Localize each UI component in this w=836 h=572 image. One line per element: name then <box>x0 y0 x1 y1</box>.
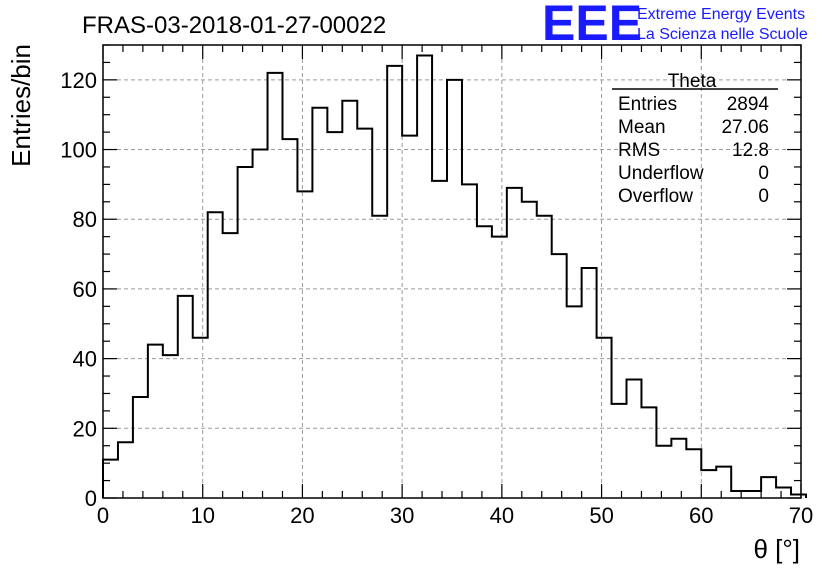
stats-title: Theta <box>668 71 717 92</box>
stats-value-rms: 12.8 <box>732 140 769 161</box>
chart-title: FRAS-03-2018-01-27-00022 <box>82 12 386 39</box>
stats-value-mean: 27.06 <box>721 117 769 138</box>
x-tick-label: 30 <box>390 503 414 528</box>
x-tick-label: 70 <box>789 503 813 528</box>
x-tick-label: 20 <box>290 503 314 528</box>
grid <box>103 45 801 498</box>
tick-labels: 0 10 20 30 40 50 60 70 0 20 40 60 80 100 120 <box>60 68 813 528</box>
eee-logo: EEE Extreme Energy Events La Scienza nel… <box>542 0 808 51</box>
x-tick-label: 50 <box>589 503 613 528</box>
y-axis-title: Entries/bin <box>6 44 36 167</box>
stats-label-underflow: Underflow <box>618 163 704 184</box>
logo-line2: La Scienza nelle Scuole <box>637 26 808 43</box>
x-axis-title: θ [°] <box>753 534 800 564</box>
stats-label-rms: RMS <box>618 140 660 161</box>
stats-label-entries: Entries <box>618 94 677 115</box>
stats-label-mean: Mean <box>618 117 666 138</box>
histogram-series <box>102 54 807 498</box>
y-tick-label: 20 <box>73 416 97 441</box>
y-tick-label: 80 <box>73 207 97 232</box>
stats-box: Theta Entries 2894 Mean 27.06 RMS 12.8 U… <box>612 71 778 207</box>
stats-value-overflow: 0 <box>758 186 769 207</box>
y-tick-label: 120 <box>60 68 97 93</box>
x-tick-label: 0 <box>97 503 109 528</box>
x-tick-label: 40 <box>490 503 514 528</box>
x-tick-label: 10 <box>190 503 214 528</box>
y-tick-label: 0 <box>85 486 97 511</box>
logo-line1: Extreme Energy Events <box>637 6 805 23</box>
stats-value-underflow: 0 <box>758 163 769 184</box>
plot-frame <box>102 44 802 499</box>
y-tick-label: 100 <box>60 138 97 163</box>
logo-mark: EEE <box>542 0 642 51</box>
stats-label-overflow: Overflow <box>618 186 693 207</box>
y-tick-label: 60 <box>73 277 97 302</box>
stats-value-entries: 2894 <box>727 94 770 115</box>
x-tick-label: 60 <box>689 503 713 528</box>
y-tick-label: 40 <box>73 347 97 372</box>
